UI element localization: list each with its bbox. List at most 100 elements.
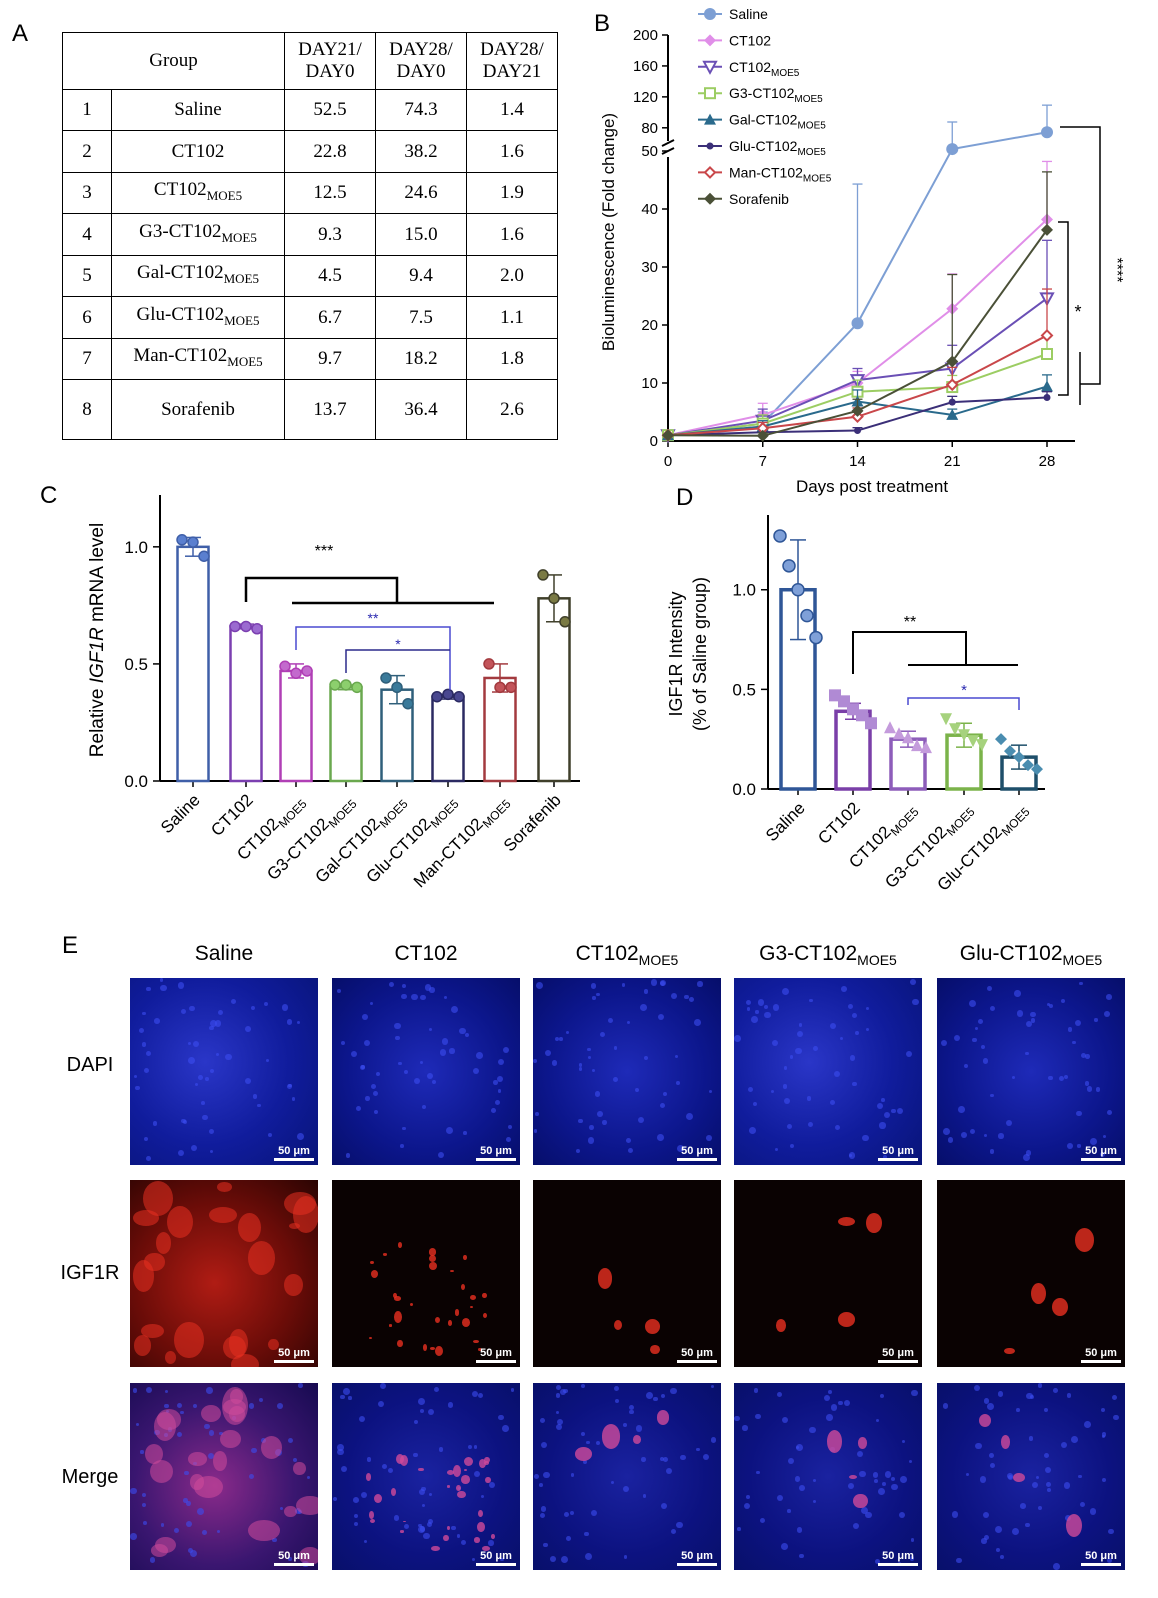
column-label: CT102 — [394, 942, 458, 965]
data-point — [791, 582, 805, 597]
micrograph-merge: 50 μm — [533, 1383, 721, 1570]
legend-marker — [704, 192, 716, 205]
micrograph-merge: 50 μm — [130, 1383, 318, 1570]
bracket — [1060, 126, 1101, 385]
data-point — [198, 550, 210, 562]
row-value-v3: 1.1 — [466, 296, 558, 339]
data-point — [946, 355, 959, 368]
series-7 — [662, 171, 1053, 442]
micrograph-igf1r: 50 μm — [130, 1180, 318, 1367]
row-value-v2: 38.2 — [375, 130, 467, 173]
y-tick-label: 1.0 — [124, 538, 148, 557]
data-point — [945, 378, 959, 392]
data-point — [773, 529, 787, 543]
data-point — [782, 559, 796, 573]
legend-marker — [703, 165, 717, 179]
legend-label: Glu-CT102MOE5 — [729, 138, 826, 158]
y-tick-label: 0 — [650, 433, 658, 450]
chart-b-bioluminescence: 0 10 20 30 40 50 80 120 160 200 0 7 14 21 28 Days post … — [599, 6, 1125, 496]
legend-label: CT102 — [729, 32, 771, 48]
data-point — [251, 623, 263, 635]
row-value-v2: 18.2 — [375, 338, 467, 380]
panel-label-b: B — [594, 10, 611, 37]
legend-marker — [704, 87, 716, 100]
scale-bar: 50 μm — [677, 1347, 717, 1363]
table-row: 7 Man-CT102MOE5 9.7 18.2 1.8 — [62, 338, 558, 380]
bracket — [1058, 221, 1069, 396]
chart-d-significance: *** — [852, 614, 1020, 710]
data-point — [1041, 348, 1053, 360]
table-row: 4 G3-CT102MOE5 9.3 15.0 1.6 — [62, 213, 558, 256]
bar — [329, 686, 363, 783]
data-point — [483, 658, 495, 670]
data-point — [976, 739, 988, 752]
data-point — [1040, 329, 1054, 342]
data-point — [559, 616, 571, 628]
scale-bar-label: 50 μm — [882, 1347, 914, 1359]
micrograph-igf1r: 50 μm — [533, 1180, 721, 1367]
y-tick-label: 10 — [641, 375, 658, 392]
y-tick-label: 80 — [641, 120, 658, 137]
data-point — [1041, 223, 1053, 236]
panel-label-e: E — [62, 932, 79, 959]
scale-bar-label: 50 μm — [681, 1145, 713, 1157]
sig-label: * — [1074, 302, 1081, 322]
legend-label: Gal-CT102MOE5 — [729, 112, 826, 132]
scale-bar: 50 μm — [1081, 1347, 1121, 1363]
data-point — [329, 679, 341, 691]
y-tick-label: 20 — [641, 317, 658, 334]
y-tick-label: 160 — [633, 58, 658, 75]
row-value-v1: 12.5 — [284, 172, 376, 214]
bracket — [244, 576, 399, 602]
bar — [176, 545, 210, 783]
x-axis-label: Days post treatment — [796, 477, 948, 496]
scale-bar-label: 50 μm — [882, 1550, 914, 1562]
row-number: 7 — [62, 338, 112, 380]
data-point — [505, 681, 517, 694]
row-value-v2: 9.4 — [375, 255, 467, 297]
scale-bar-label: 50 μm — [1085, 1550, 1117, 1562]
row-group: Sorafenib — [111, 379, 285, 440]
data-point — [402, 697, 414, 710]
column-label: G3-CT102MOE5 — [759, 942, 897, 969]
data-point — [854, 427, 861, 435]
row-value-v1: 22.8 — [284, 130, 376, 173]
table-row: 2 CT102 22.8 38.2 1.6 — [62, 130, 558, 173]
scale-bar: 50 μm — [274, 1347, 314, 1363]
panel-label-a: A — [12, 20, 29, 47]
micrograph-dapi: 50 μm — [130, 978, 318, 1165]
data-point — [240, 620, 252, 633]
panel-label-d: D — [676, 484, 694, 511]
bar-group — [229, 620, 263, 783]
sig-label: * — [395, 636, 401, 652]
row-group: Glu-CT102MOE5 — [111, 296, 285, 339]
x-tick-label: 21 — [944, 453, 961, 470]
row-number: 8 — [62, 379, 112, 440]
data-point — [920, 741, 932, 754]
row-value-v1: 9.3 — [284, 213, 376, 256]
data-point — [494, 681, 506, 694]
panel-label-c: C — [40, 482, 58, 509]
scale-bar-label: 50 μm — [480, 1145, 512, 1157]
data-point — [967, 735, 979, 748]
data-point — [949, 723, 961, 736]
row-value-v1: 9.7 — [284, 338, 376, 380]
y-axis-label: Bioluminescence (Fold change) — [599, 113, 618, 351]
legend-marker — [704, 8, 716, 20]
data-point — [662, 429, 674, 442]
row-value-v2: 7.5 — [375, 296, 467, 339]
column-label: Glu-CT102MOE5 — [959, 942, 1103, 969]
y-axis-label: IGF1R Intensity — [666, 591, 686, 716]
bar-group — [431, 688, 465, 783]
bar-group — [279, 660, 313, 783]
scale-bar-label: 50 μm — [681, 1347, 713, 1359]
x-tick-label: 7 — [759, 453, 767, 470]
chart-b-legend: Saline CT102 CT102MOE5 G3-CT102MOE5 Gal-CT10… — [698, 6, 832, 207]
data-point — [187, 536, 199, 548]
row-number: 3 — [62, 172, 112, 214]
data-point — [809, 630, 823, 645]
bar-group — [773, 529, 823, 791]
row-value-v2: 74.3 — [375, 89, 467, 131]
data-point — [958, 729, 970, 742]
scale-bar-label: 50 μm — [681, 1550, 713, 1562]
